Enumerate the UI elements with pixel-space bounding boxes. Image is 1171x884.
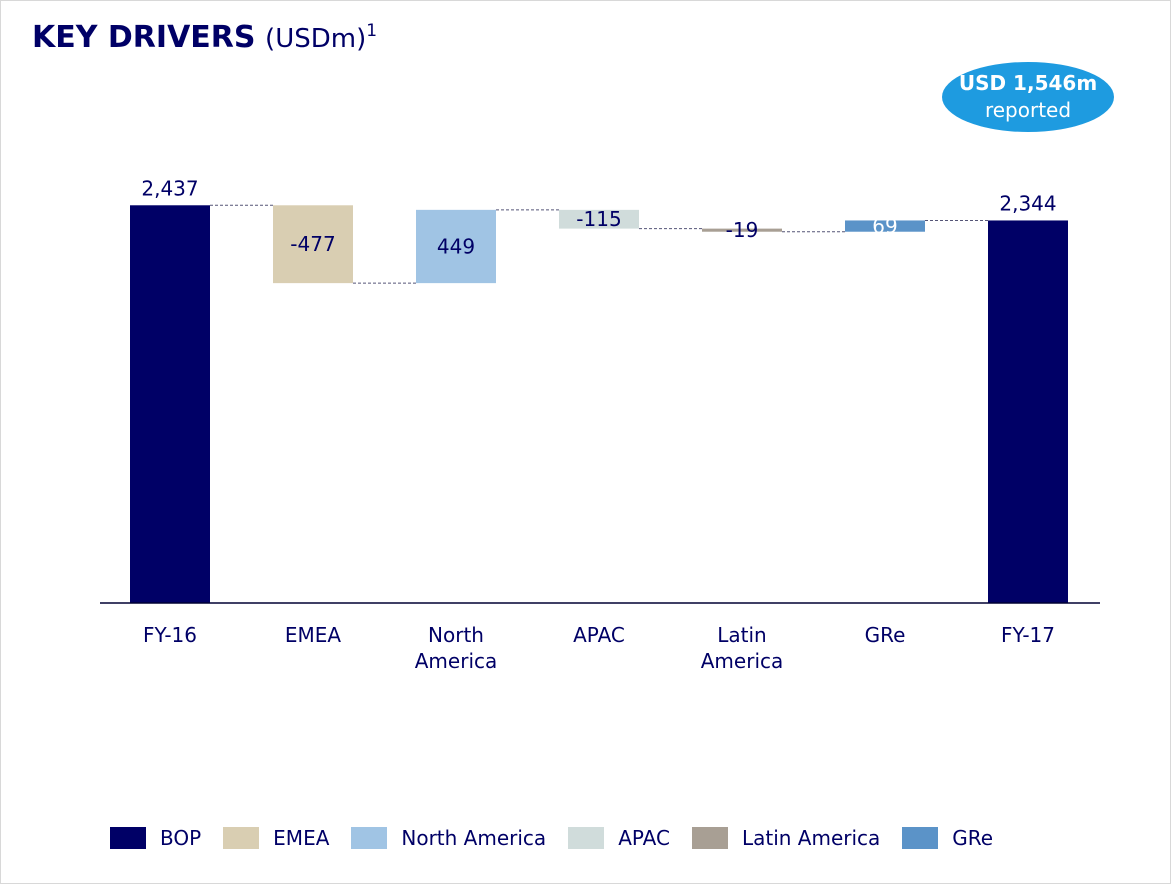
legend-item: North America	[351, 826, 546, 850]
x-tick-label: GRe	[864, 623, 906, 647]
legend-label: Latin America	[741, 826, 881, 850]
callout-value: USD 1,546m	[959, 71, 1097, 95]
value-label: 2,437	[141, 176, 198, 200]
x-tick-label: North America	[414, 623, 498, 673]
x-tick-label: Latin America	[700, 623, 784, 673]
chart-title: KEY DRIVERS (USDm)1	[32, 20, 377, 55]
callout-text: reported	[985, 98, 1071, 122]
x-tick-label: EMEA	[284, 623, 342, 647]
value-label: 449	[437, 234, 475, 258]
value-label: 69	[872, 214, 897, 238]
legend-item: EMEA	[223, 826, 329, 850]
bar	[988, 220, 1068, 603]
legend-item: BOP	[110, 826, 201, 850]
callout-bubble	[942, 62, 1114, 132]
bar	[416, 209, 496, 284]
legend-label: APAC	[618, 826, 670, 850]
value-label: 2,344	[999, 191, 1056, 215]
bar	[273, 205, 353, 284]
x-tick-label: FY-16	[142, 623, 197, 647]
value-label: -477	[290, 232, 335, 256]
bar	[130, 205, 210, 603]
legend-label: EMEA	[273, 826, 330, 850]
x-tick-label: APAC	[573, 623, 625, 647]
value-label: -19	[726, 218, 759, 242]
value-label: -115	[576, 207, 621, 231]
bar	[845, 220, 925, 232]
x-tick-label: FY-17	[1000, 623, 1055, 647]
legend-item: GRe	[902, 826, 993, 850]
legend-label: North America	[401, 826, 547, 850]
legend-swatch	[110, 827, 146, 849]
legend-swatch	[568, 827, 605, 849]
legend-label: BOP	[160, 826, 202, 850]
legend: BOP EMEA North America APAC Latin America GRe	[110, 826, 993, 850]
bar	[559, 209, 639, 229]
legend-swatch	[223, 827, 260, 849]
legend-swatch	[902, 827, 939, 849]
legend-label: GRe	[952, 826, 994, 850]
legend-item: Latin America	[691, 826, 881, 850]
title-main: KEY DRIVERS	[32, 20, 256, 55]
title-footnote: 1	[366, 21, 378, 41]
legend-item: APAC	[568, 826, 670, 850]
bar	[702, 228, 782, 232]
legend-swatch	[691, 827, 728, 849]
legend-swatch	[351, 827, 388, 849]
title-unit: (USDm)	[265, 24, 367, 54]
